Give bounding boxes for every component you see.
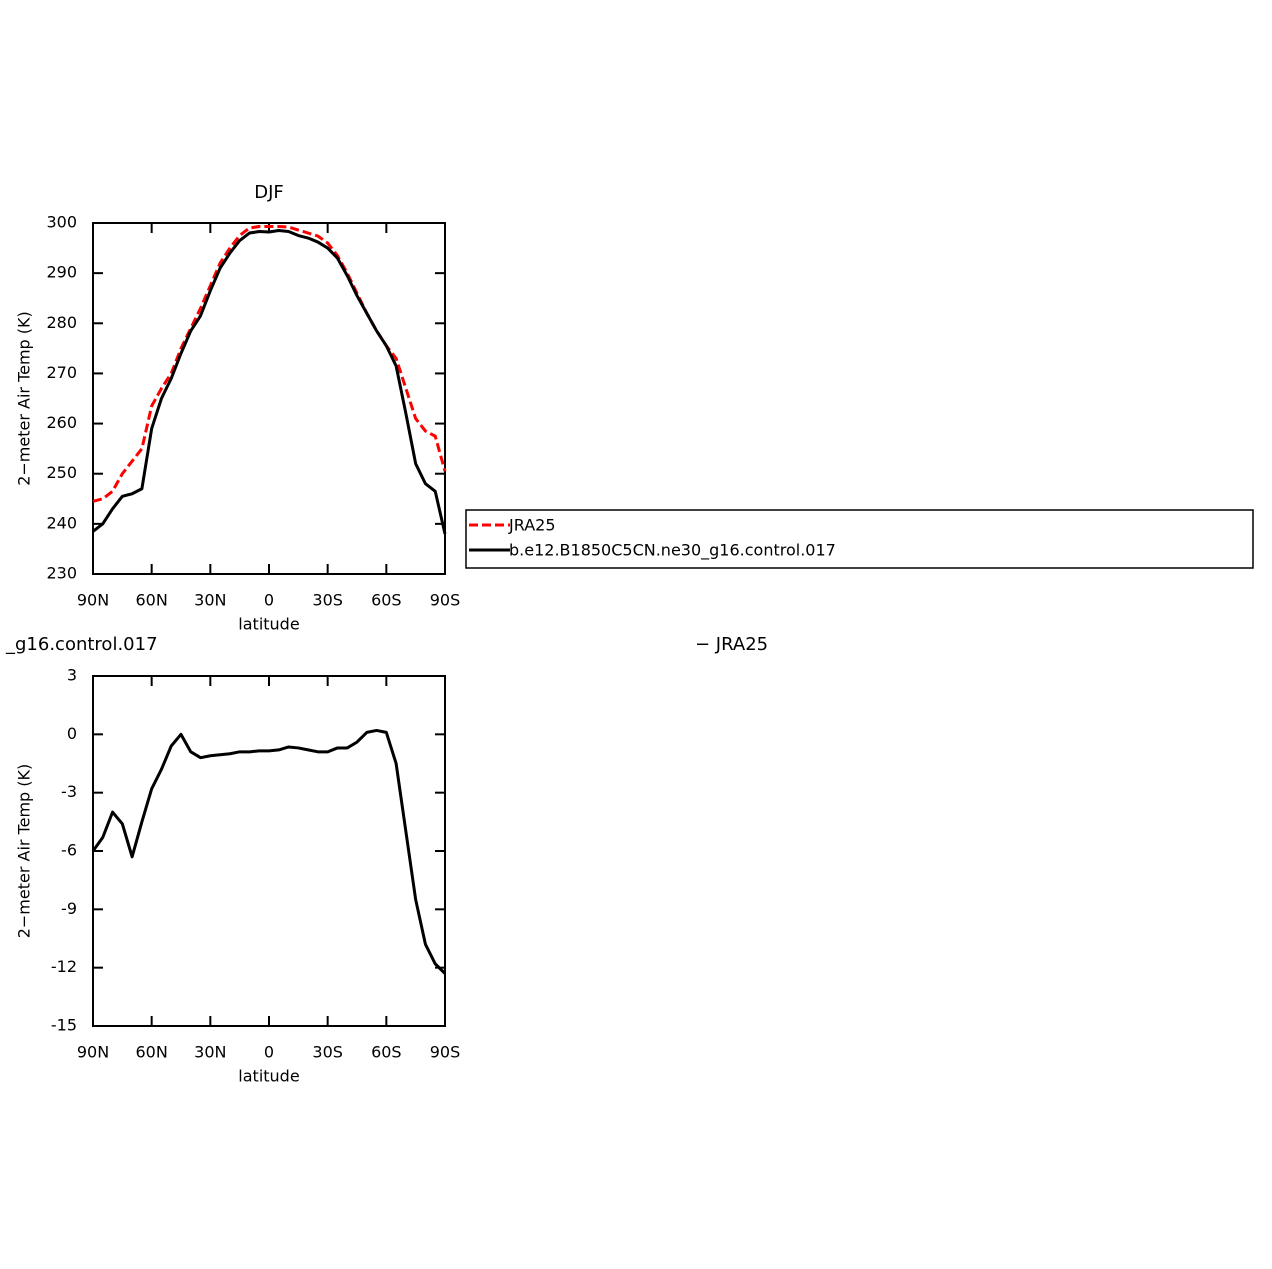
plot-frame — [92, 675, 446, 1027]
x-tick-label: 60N — [136, 1043, 168, 1062]
y-tick-label: 3 — [67, 666, 77, 685]
y-tick-label: 280 — [46, 313, 77, 332]
x-tick-label: 30S — [312, 591, 343, 610]
x-tick-label: 30S — [312, 1043, 343, 1062]
y-tick-label: 300 — [46, 213, 77, 232]
y-tick-label: 240 — [46, 513, 77, 532]
x-tick-label: 90S — [430, 1043, 461, 1062]
x-tick-label: 60S — [371, 591, 402, 610]
plot-frame — [92, 222, 446, 575]
y-tick-label: -9 — [61, 899, 77, 918]
y-tick-label: 260 — [46, 413, 77, 432]
x-tick-label: 90N — [77, 591, 109, 610]
y-tick-label: 0 — [67, 724, 77, 743]
chart-title-left: _g16.control.017 — [5, 634, 158, 655]
y-tick-label: -12 — [51, 957, 77, 976]
chart-title: DJF — [254, 182, 284, 203]
x-tick-label: 0 — [264, 591, 274, 610]
x-axis-label: latitude — [238, 1067, 299, 1086]
y-tick-label: 290 — [46, 263, 77, 282]
legend-box — [465, 509, 1254, 569]
data-line — [92, 229, 447, 535]
x-tick-label: 30N — [194, 1043, 226, 1062]
y-axis-label: 2−meter Air Temp (K) — [15, 311, 34, 486]
x-tick-label: 90N — [77, 1043, 109, 1062]
y-tick-label: -3 — [61, 782, 77, 801]
x-tick-label: 0 — [264, 1043, 274, 1062]
x-axis-label: latitude — [238, 615, 299, 634]
legend-label: b.e12.B1850C5CN.ne30_g16.control.017 — [509, 541, 836, 561]
y-tick-label: 250 — [46, 463, 77, 482]
x-tick-label: 90S — [430, 591, 461, 610]
chart-title-right: − JRA25 — [695, 634, 768, 655]
x-tick-label: 60S — [371, 1043, 402, 1062]
legend-label: JRA25 — [508, 516, 556, 535]
y-tick-label: -6 — [61, 841, 77, 860]
x-tick-label: 30N — [194, 591, 226, 610]
y-tick-label: -15 — [51, 1016, 77, 1035]
y-tick-label: 230 — [46, 564, 77, 583]
x-tick-label: 60N — [136, 591, 168, 610]
y-tick-label: 270 — [46, 363, 77, 382]
data-line — [91, 728, 447, 975]
y-axis-label: 2−meter Air Temp (K) — [15, 764, 34, 939]
